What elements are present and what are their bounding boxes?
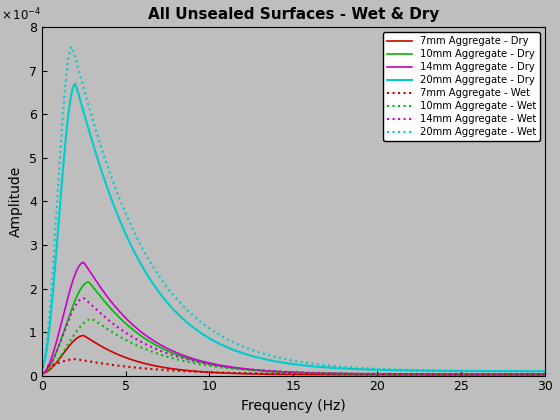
7mm Aggregate - Wet [542, 372, 548, 377]
14mm Aggregate - Wet [98, 312, 105, 317]
7mm Aggregate - Wet [72, 357, 78, 362]
10mm Aggregate - Wet [263, 369, 269, 374]
20mm Aggregate - Wet [38, 365, 45, 370]
14mm Aggregate - Dry [38, 371, 45, 376]
10mm Aggregate - Wet [38, 371, 45, 376]
20mm Aggregate - Wet [68, 45, 75, 50]
7mm Aggregate - Wet [78, 357, 85, 362]
14mm Aggregate - Wet [80, 296, 87, 301]
10mm Aggregate - Wet [325, 371, 332, 376]
7mm Aggregate - Wet [38, 365, 45, 370]
20mm Aggregate - Wet [252, 349, 259, 354]
7mm Aggregate - Wet [272, 371, 278, 376]
7mm Aggregate - Dry [252, 371, 259, 376]
7mm Aggregate - Dry [542, 372, 548, 377]
Y-axis label: Amplitude: Amplitude [10, 166, 24, 237]
14mm Aggregate - Wet [542, 372, 548, 377]
14mm Aggregate - Wet [325, 371, 332, 376]
20mm Aggregate - Dry [325, 365, 332, 370]
X-axis label: Frequency (Hz): Frequency (Hz) [241, 399, 346, 413]
14mm Aggregate - Wet [77, 297, 84, 302]
Line: 7mm Aggregate - Wet: 7mm Aggregate - Wet [41, 359, 545, 374]
20mm Aggregate - Dry [272, 359, 278, 364]
20mm Aggregate - Wet [325, 363, 332, 368]
Line: 10mm Aggregate - Wet: 10mm Aggregate - Wet [41, 319, 545, 374]
10mm Aggregate - Dry [252, 368, 259, 373]
20mm Aggregate - Wet [263, 352, 269, 357]
Line: 7mm Aggregate - Dry: 7mm Aggregate - Dry [41, 336, 545, 375]
20mm Aggregate - Dry [542, 369, 548, 374]
10mm Aggregate - Dry [272, 369, 278, 374]
10mm Aggregate - Wet [98, 323, 105, 328]
10mm Aggregate - Dry [542, 372, 548, 377]
10mm Aggregate - Dry [38, 371, 45, 376]
20mm Aggregate - Dry [38, 365, 45, 370]
14mm Aggregate - Dry [272, 369, 278, 374]
10mm Aggregate - Wet [542, 372, 548, 377]
7mm Aggregate - Dry [98, 344, 105, 349]
20mm Aggregate - Wet [272, 354, 278, 359]
10mm Aggregate - Wet [252, 368, 259, 373]
Text: $\times\, 10^{-4}$: $\times\, 10^{-4}$ [1, 7, 42, 24]
14mm Aggregate - Dry [77, 262, 84, 267]
7mm Aggregate - Dry [272, 372, 278, 377]
7mm Aggregate - Dry [80, 333, 87, 338]
14mm Aggregate - Wet [272, 369, 278, 374]
Legend: 7mm Aggregate - Dry, 10mm Aggregate - Dry, 14mm Aggregate - Dry, 20mm Aggregate : 7mm Aggregate - Dry, 10mm Aggregate - Dr… [383, 32, 540, 141]
7mm Aggregate - Dry [77, 333, 84, 339]
10mm Aggregate - Dry [85, 279, 92, 284]
7mm Aggregate - Wet [252, 371, 259, 376]
10mm Aggregate - Dry [77, 286, 84, 291]
14mm Aggregate - Dry [263, 368, 269, 373]
10mm Aggregate - Dry [325, 371, 332, 376]
20mm Aggregate - Dry [78, 100, 85, 105]
14mm Aggregate - Dry [80, 260, 87, 265]
Title: All Unsealed Surfaces - Wet & Dry: All Unsealed Surfaces - Wet & Dry [148, 7, 439, 22]
Line: 10mm Aggregate - Dry: 10mm Aggregate - Dry [41, 282, 545, 374]
20mm Aggregate - Dry [72, 81, 78, 87]
20mm Aggregate - Wet [542, 369, 548, 374]
7mm Aggregate - Dry [325, 372, 332, 377]
14mm Aggregate - Wet [252, 368, 259, 373]
10mm Aggregate - Wet [77, 323, 84, 328]
10mm Aggregate - Dry [263, 369, 269, 374]
Line: 20mm Aggregate - Dry: 20mm Aggregate - Dry [41, 84, 545, 371]
14mm Aggregate - Dry [98, 286, 105, 291]
10mm Aggregate - Dry [98, 295, 105, 300]
20mm Aggregate - Dry [98, 168, 105, 173]
20mm Aggregate - Dry [263, 357, 269, 362]
14mm Aggregate - Wet [263, 368, 269, 373]
7mm Aggregate - Dry [263, 372, 269, 377]
14mm Aggregate - Dry [252, 368, 259, 373]
20mm Aggregate - Wet [98, 145, 105, 150]
14mm Aggregate - Dry [325, 371, 332, 376]
20mm Aggregate - Wet [78, 76, 85, 81]
7mm Aggregate - Wet [263, 371, 269, 376]
14mm Aggregate - Dry [542, 372, 548, 377]
10mm Aggregate - Wet [88, 317, 95, 322]
7mm Aggregate - Dry [38, 371, 45, 376]
14mm Aggregate - Wet [38, 371, 45, 376]
7mm Aggregate - Wet [98, 361, 105, 366]
7mm Aggregate - Wet [325, 372, 332, 377]
Line: 20mm Aggregate - Wet: 20mm Aggregate - Wet [41, 47, 545, 371]
Line: 14mm Aggregate - Wet: 14mm Aggregate - Wet [41, 298, 545, 374]
10mm Aggregate - Wet [272, 369, 278, 374]
20mm Aggregate - Dry [252, 354, 259, 360]
Line: 14mm Aggregate - Dry: 14mm Aggregate - Dry [41, 262, 545, 374]
